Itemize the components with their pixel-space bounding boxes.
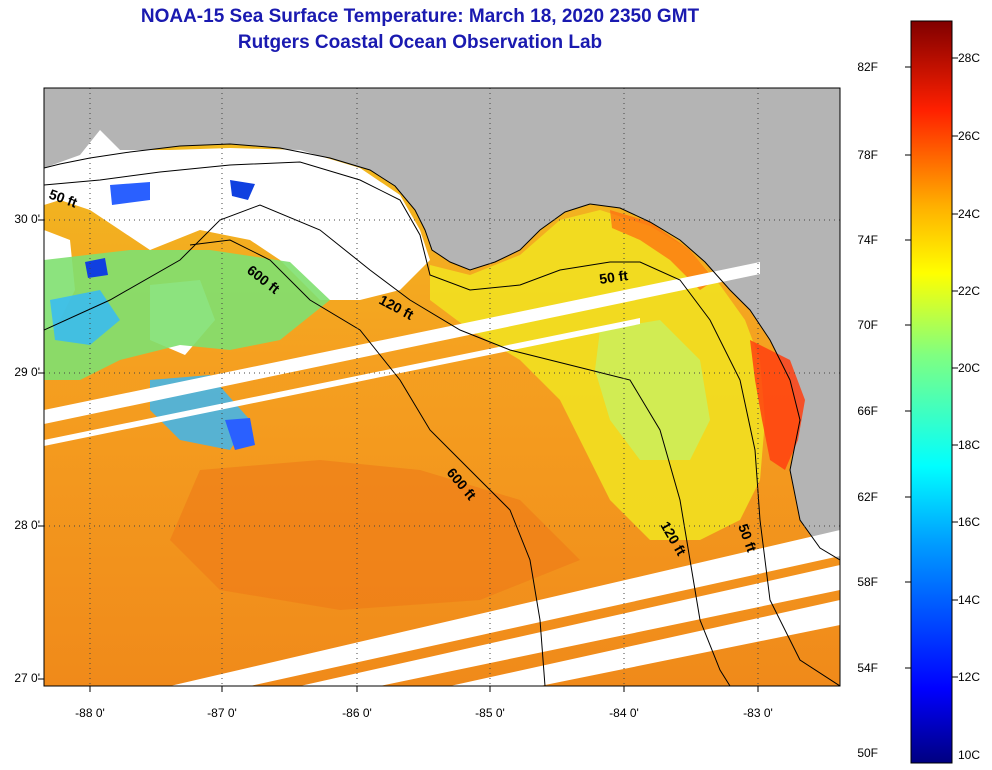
colorbar-f-label: 74F <box>857 233 878 247</box>
colorbar-c-label: 24C <box>958 207 981 221</box>
map-frame <box>43 87 841 687</box>
swath-gap <box>170 530 840 686</box>
contour-50ft <box>44 161 840 686</box>
colorbar-c-label: 20C <box>958 361 981 375</box>
cool-water-patch <box>225 418 255 450</box>
coastline <box>44 143 591 271</box>
colorbar-c-label: 14C <box>958 593 981 607</box>
swath-gap <box>44 318 640 446</box>
colorbar-c-label: 12C <box>958 670 981 684</box>
lon-label: -87 0' <box>207 706 237 720</box>
colorbar-c-label: 22C <box>958 284 981 298</box>
colorbar-f-label: 66F <box>857 404 878 418</box>
warm-coastal-band <box>750 340 805 470</box>
swath-gap <box>300 565 840 686</box>
lon-label: -85 0' <box>475 706 505 720</box>
colorbar-f-label: 50F <box>857 746 878 760</box>
warm-offshore-water <box>170 460 580 610</box>
land-area <box>44 88 840 560</box>
contour-600ft <box>189 239 546 686</box>
lon-label: -88 0' <box>75 706 105 720</box>
colorbar-f-label: 54F <box>857 661 878 675</box>
chart-subtitle: Rutgers Coastal Ocean Observation Lab <box>237 32 603 53</box>
colorbar-c-label: 16C <box>958 515 981 529</box>
warm-coastal-band <box>610 210 715 290</box>
axis-ticks <box>38 219 759 692</box>
colorbar-c-label: 28C <box>958 51 981 65</box>
colorbar-ticks <box>905 57 958 678</box>
colorbar-c-label: 26C <box>958 129 981 143</box>
lat-label: 30 0' <box>14 212 40 226</box>
chart-title: NOAA-15 Sea Surface Temperature: March 1… <box>140 6 700 27</box>
colorbar-f-label: 58F <box>857 575 878 589</box>
lon-label: -86 0' <box>342 706 372 720</box>
coastline <box>589 203 840 561</box>
swath-gap <box>44 262 760 424</box>
colorbar-f-label: 70F <box>857 318 878 332</box>
contour-label: 50 ft <box>598 267 629 287</box>
cool-water-patch <box>110 182 150 205</box>
cool-water-patch <box>85 258 108 278</box>
swath-gap <box>450 600 840 686</box>
colorbar-f-label: 62F <box>857 490 878 504</box>
colorbar-c-label: 18C <box>958 438 981 452</box>
cool-water-patch <box>44 250 330 380</box>
lat-label: 29 0' <box>14 365 40 379</box>
shelf-water <box>595 320 710 460</box>
lon-label: -83 0' <box>743 706 773 720</box>
lat-label: 27 0' <box>14 671 40 685</box>
colorbar-c-label: 10C <box>958 748 981 762</box>
lat-label: 28 0' <box>14 518 40 532</box>
colorbar <box>910 20 953 764</box>
colorbar-f-label: 78F <box>857 148 878 162</box>
colorbar-f-label: 82F <box>857 60 878 74</box>
cool-water-patch <box>230 180 255 200</box>
lon-label: -84 0' <box>609 706 639 720</box>
